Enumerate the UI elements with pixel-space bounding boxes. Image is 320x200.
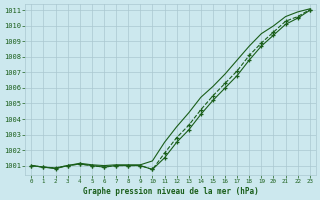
X-axis label: Graphe pression niveau de la mer (hPa): Graphe pression niveau de la mer (hPa) <box>83 187 259 196</box>
